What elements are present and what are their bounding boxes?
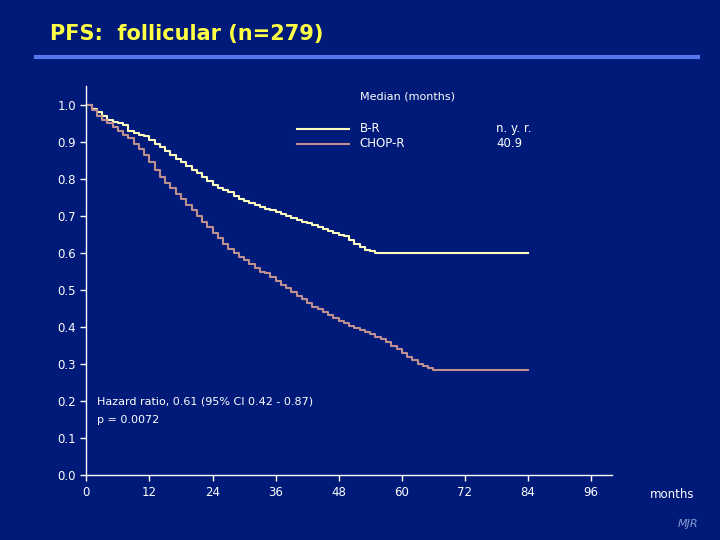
Text: PFS:  follicular (n=279): PFS: follicular (n=279) <box>50 24 324 44</box>
Text: months: months <box>650 488 695 501</box>
Text: Median (months): Median (months) <box>360 91 455 101</box>
Text: p = 0.0072: p = 0.0072 <box>97 415 159 426</box>
Text: 40.9: 40.9 <box>496 137 523 150</box>
Text: n. y. r.: n. y. r. <box>496 123 532 136</box>
Text: B-R: B-R <box>360 123 380 136</box>
Text: CHOP-R: CHOP-R <box>360 137 405 150</box>
Text: MJR: MJR <box>678 519 698 529</box>
Text: Hazard ratio, 0.61 (95% CI 0.42 - 0.87): Hazard ratio, 0.61 (95% CI 0.42 - 0.87) <box>97 397 313 407</box>
